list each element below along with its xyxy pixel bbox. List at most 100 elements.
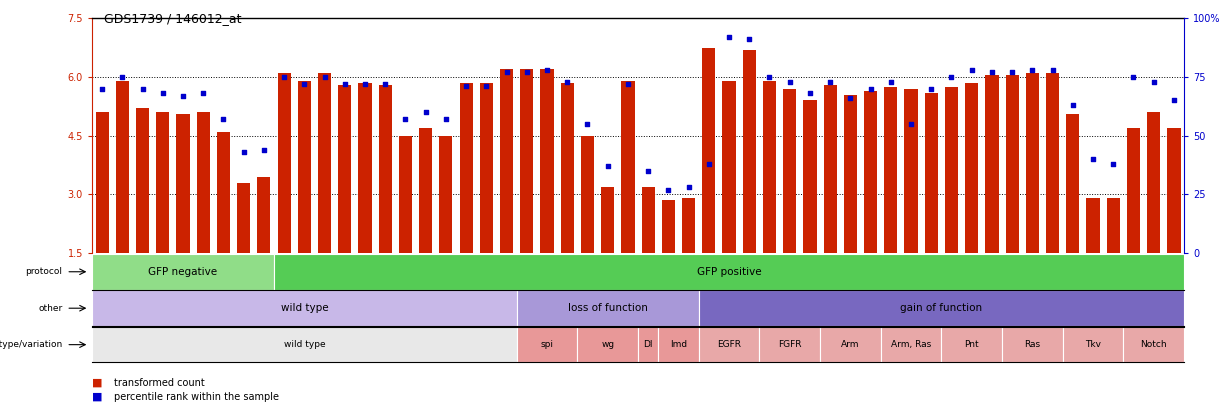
- Text: spi: spi: [541, 340, 553, 349]
- Text: protocol: protocol: [26, 267, 63, 276]
- Bar: [1124, 327, 1184, 362]
- Bar: [945, 87, 958, 253]
- Bar: [480, 83, 493, 253]
- Point: [699, 161, 719, 167]
- Text: loss of function: loss of function: [568, 303, 648, 313]
- Bar: [702, 48, 715, 253]
- Bar: [92, 254, 274, 290]
- Point: [92, 85, 112, 92]
- Bar: [540, 69, 553, 253]
- Bar: [658, 327, 698, 362]
- Bar: [698, 290, 1184, 326]
- Point: [1002, 69, 1022, 75]
- Bar: [1126, 128, 1140, 253]
- Bar: [804, 100, 816, 253]
- Point: [659, 186, 679, 193]
- Point: [740, 36, 760, 43]
- Bar: [820, 327, 881, 362]
- Point: [821, 79, 840, 85]
- Text: Dl: Dl: [643, 340, 653, 349]
- Bar: [1086, 198, 1099, 253]
- Text: Ras: Ras: [1025, 340, 1040, 349]
- Bar: [1107, 198, 1120, 253]
- Bar: [561, 83, 574, 253]
- Bar: [258, 177, 270, 253]
- Point: [517, 69, 536, 75]
- Text: wild type: wild type: [283, 340, 325, 349]
- Bar: [277, 73, 291, 253]
- Point: [679, 184, 698, 191]
- Bar: [941, 327, 1002, 362]
- Bar: [1066, 114, 1080, 253]
- Bar: [1002, 327, 1063, 362]
- Bar: [783, 89, 796, 253]
- Bar: [642, 187, 655, 253]
- Text: lmd: lmd: [670, 340, 687, 349]
- Bar: [517, 290, 698, 326]
- Point: [1063, 102, 1082, 109]
- Text: EGFR: EGFR: [717, 340, 741, 349]
- Point: [497, 69, 517, 75]
- Text: gain of function: gain of function: [901, 303, 983, 313]
- Text: FGFR: FGFR: [778, 340, 801, 349]
- Bar: [881, 327, 941, 362]
- Bar: [1147, 112, 1161, 253]
- Bar: [298, 81, 310, 253]
- Point: [881, 79, 901, 85]
- Bar: [621, 81, 634, 253]
- Bar: [439, 136, 453, 253]
- Bar: [844, 95, 856, 253]
- Point: [275, 74, 294, 80]
- Text: Tkv: Tkv: [1085, 340, 1101, 349]
- Text: Pnt: Pnt: [964, 340, 979, 349]
- Text: Arm: Arm: [842, 340, 860, 349]
- Point: [1124, 74, 1144, 80]
- Bar: [501, 69, 513, 253]
- Text: ■: ■: [92, 378, 103, 388]
- Point: [153, 90, 173, 97]
- Bar: [985, 75, 999, 253]
- Bar: [742, 49, 756, 253]
- Text: Notch: Notch: [1140, 340, 1167, 349]
- Bar: [318, 73, 331, 253]
- Text: wg: wg: [601, 340, 615, 349]
- Bar: [1026, 73, 1039, 253]
- Point: [982, 69, 1001, 75]
- Point: [537, 67, 557, 73]
- Point: [760, 74, 779, 80]
- Bar: [723, 81, 736, 253]
- Bar: [763, 81, 775, 253]
- Text: GFP negative: GFP negative: [148, 267, 217, 277]
- Point: [1022, 67, 1042, 73]
- Bar: [399, 136, 412, 253]
- Point: [962, 67, 982, 73]
- Bar: [358, 83, 372, 253]
- Bar: [904, 89, 918, 253]
- Text: percentile rank within the sample: percentile rank within the sample: [114, 392, 279, 402]
- Point: [557, 79, 577, 85]
- Point: [194, 90, 213, 97]
- Bar: [196, 112, 210, 253]
- Bar: [115, 81, 129, 253]
- Point: [416, 109, 436, 115]
- Bar: [92, 290, 517, 326]
- Bar: [823, 85, 837, 253]
- Point: [941, 74, 961, 80]
- Point: [133, 85, 152, 92]
- Bar: [1047, 73, 1059, 253]
- Bar: [925, 93, 937, 253]
- Bar: [92, 327, 517, 362]
- Text: wild type: wild type: [281, 303, 328, 313]
- Point: [335, 81, 355, 87]
- Bar: [217, 132, 229, 253]
- Point: [234, 149, 254, 156]
- Bar: [274, 254, 1184, 290]
- Bar: [339, 85, 351, 253]
- Bar: [237, 183, 250, 253]
- Bar: [661, 200, 675, 253]
- Bar: [379, 85, 391, 253]
- Point: [395, 116, 415, 122]
- Point: [254, 147, 274, 153]
- Bar: [136, 108, 150, 253]
- Point: [213, 116, 233, 122]
